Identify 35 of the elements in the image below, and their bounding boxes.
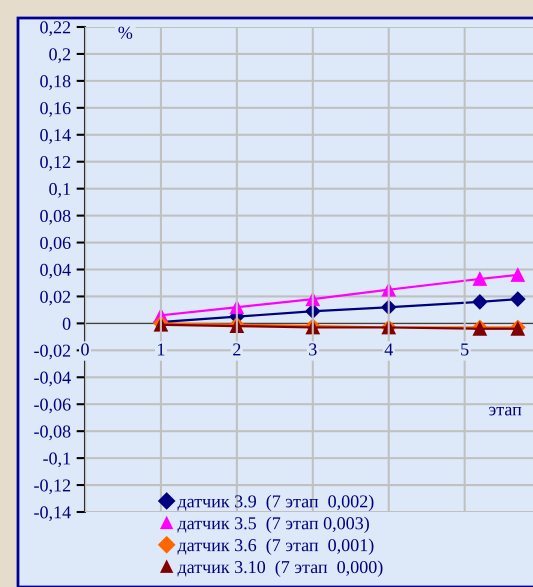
- point: [472, 294, 488, 310]
- y-axis-title: %: [118, 26, 132, 39]
- y-tick-label: 0,1: [49, 182, 70, 198]
- y-tick-label: 0,12: [40, 156, 70, 171]
- legend-label: датчик 3.9 (7 этап 0,002): [178, 494, 374, 512]
- x-tick-label: 2: [233, 343, 240, 356]
- y-tick-label: -0,1: [43, 452, 70, 468]
- x-tick-label: 0: [81, 343, 89, 356]
- y-tick-label: 0,22: [40, 21, 70, 36]
- x-tick-label: 1: [158, 343, 164, 356]
- y-tick-label: 0,18: [40, 75, 70, 90]
- legend-label: датчик 3.6 (7 этап 0,001): [178, 538, 374, 555]
- y-tick-label: -0,02: [34, 344, 70, 360]
- legend-label: датчик 3.5 (7 этап 0,003): [178, 516, 369, 534]
- x-tick-label: 4: [384, 343, 393, 356]
- y-tick-label: 0,14: [40, 129, 71, 144]
- x-tick-label: 5: [461, 344, 468, 356]
- y-tick-label: 0,02: [40, 290, 70, 306]
- y-tick-label: -0,08: [34, 425, 70, 440]
- y-tick-label: 0,2: [49, 48, 70, 63]
- y-tick-label: 0,04: [40, 264, 71, 279]
- legend-label: датчик 3.10 (7 этап 0,000): [178, 560, 382, 577]
- point: [472, 272, 487, 286]
- y-tick-label: 0,06: [40, 236, 71, 252]
- point: [510, 292, 526, 307]
- x-axis-title: этап: [489, 406, 522, 416]
- point: [510, 268, 525, 282]
- y-tick-label: 0,16: [40, 102, 71, 117]
- y-tick-label: 0: [62, 318, 70, 330]
- y-tick-label: -0,06: [34, 398, 71, 414]
- x-tick-label: 3: [309, 343, 317, 356]
- y-tick-label: -0,12: [34, 479, 70, 494]
- y-tick-label: 0,08: [40, 210, 70, 225]
- y-tick-label: -0,14: [34, 506, 71, 522]
- y-tick-label: -0,04: [34, 372, 71, 386]
